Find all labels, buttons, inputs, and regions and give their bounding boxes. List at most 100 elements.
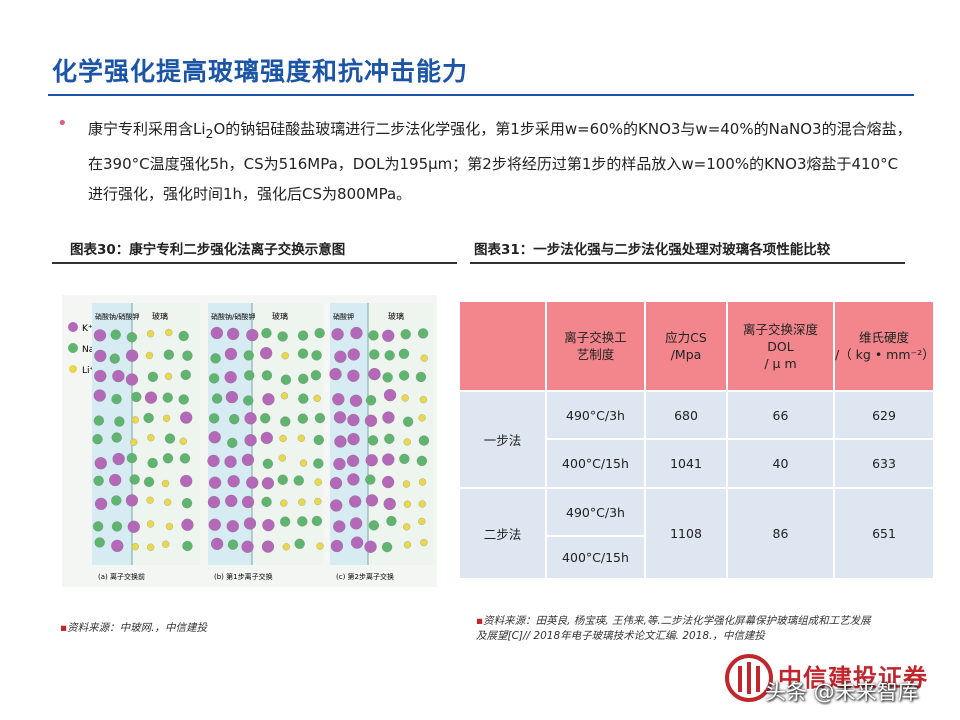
ion	[162, 414, 171, 423]
ion	[382, 411, 395, 424]
cell: 490°C/3h	[545, 487, 646, 537]
ion	[131, 391, 142, 403]
ion	[347, 473, 360, 486]
salt-label: 硝酸钠/硝酸钾	[95, 312, 139, 321]
ion	[126, 332, 138, 343]
ion	[147, 457, 158, 469]
ion	[368, 520, 380, 531]
ion	[418, 517, 426, 526]
ion	[227, 539, 239, 550]
ion	[182, 350, 193, 361]
cell: 400°C/15h	[545, 438, 646, 489]
ion	[365, 454, 378, 467]
ion	[348, 495, 362, 508]
subscript: 2	[205, 126, 214, 141]
ion	[112, 452, 125, 466]
ion	[146, 496, 154, 504]
figure-title: 图表30：康宁专利二步强化法离子交换示意图	[70, 242, 346, 258]
ion	[298, 498, 306, 506]
ion	[94, 497, 108, 511]
ion	[349, 394, 363, 407]
ion	[147, 371, 159, 383]
ion	[131, 416, 139, 424]
ion	[260, 431, 274, 445]
ion	[398, 370, 410, 381]
panel-caption: (b) 第1步离子交换	[214, 572, 273, 581]
ion	[279, 516, 291, 527]
ion	[94, 349, 107, 363]
ion	[143, 476, 155, 488]
header-cell: 应力CS/Mpa	[644, 300, 728, 392]
ion	[262, 518, 275, 532]
ion	[350, 536, 364, 549]
ion	[311, 350, 322, 361]
ion	[365, 494, 379, 507]
ion	[280, 374, 292, 385]
ion	[416, 455, 428, 467]
ion	[125, 349, 139, 362]
row: 二步法 490°C/3h 1108 86 651	[458, 487, 935, 580]
ion	[146, 329, 155, 338]
ion	[367, 435, 379, 446]
ion	[224, 370, 237, 384]
title: 化学强化提高玻璃强度和抗冲击能力	[52, 57, 469, 86]
source-text: 中信建投	[722, 630, 765, 642]
ion	[349, 517, 363, 530]
bullet-marker: •	[57, 113, 68, 134]
ion	[417, 328, 429, 339]
ion	[114, 416, 125, 427]
ion	[314, 478, 322, 486]
cell: 66	[726, 390, 835, 440]
ion	[382, 453, 395, 466]
ion	[282, 543, 291, 551]
ion	[110, 329, 121, 340]
text: 艺制度	[576, 347, 615, 362]
ion	[227, 474, 240, 488]
cell: 680	[644, 390, 728, 440]
ion	[261, 327, 272, 339]
cell: 86	[726, 487, 835, 580]
ion	[111, 495, 122, 506]
ion	[365, 474, 376, 485]
ion	[329, 367, 342, 381]
figure-title: 图表31：一步法化强与二步法化强处理对玻璃各项性能比较	[474, 242, 831, 258]
ion	[420, 538, 428, 547]
ion	[299, 459, 308, 467]
ion	[208, 373, 220, 384]
legend-label: K⁺	[82, 324, 93, 334]
ion	[297, 348, 309, 359]
comparison-table: 离子交换工 艺制度 应力CS/Mpa 离子交换深度 DOL / μ m 维氏硬度 /（ …	[458, 300, 935, 580]
header-row: 离子交换工 艺制度 应力CS/Mpa 离子交换深度 DOL / μ m 维氏硬度 /（ …	[458, 300, 935, 392]
legend-dot	[69, 365, 77, 373]
cell: 490°C/3h	[545, 390, 646, 440]
ion	[334, 350, 347, 363]
ion	[243, 370, 255, 381]
ion	[332, 392, 345, 406]
ion	[125, 373, 139, 386]
ion	[418, 500, 427, 508]
ion	[298, 393, 309, 404]
ion	[401, 394, 409, 402]
ion	[400, 329, 411, 340]
ion	[386, 515, 397, 527]
ion	[368, 349, 380, 360]
cell: 40	[726, 438, 835, 489]
ion	[311, 515, 323, 527]
ion	[347, 369, 360, 383]
ion	[403, 541, 412, 549]
ion	[350, 326, 363, 340]
ion	[161, 479, 170, 488]
ion	[179, 437, 188, 445]
ion	[163, 349, 175, 360]
ion	[111, 432, 122, 443]
ion	[403, 438, 412, 446]
bullet-text: 康宁专利采用含Li2O的钠铝硅酸盐玻璃进行二步法化学强化，第1步采用w=60%的…	[88, 114, 913, 209]
ion	[280, 499, 288, 507]
ion	[297, 434, 306, 443]
ion	[111, 539, 124, 553]
ion	[130, 438, 138, 446]
ion	[384, 350, 395, 361]
ion	[333, 411, 347, 424]
ion	[210, 537, 224, 551]
ion	[208, 413, 220, 424]
